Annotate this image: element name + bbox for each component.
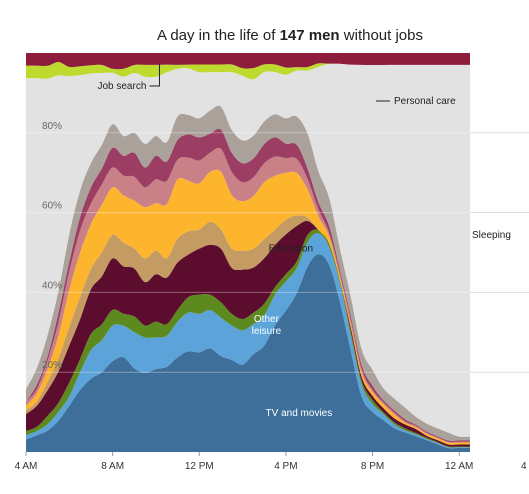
label-other-leisure-line: Other xyxy=(254,314,280,325)
label-education: Education xyxy=(269,244,313,255)
areas-layer xyxy=(26,53,470,452)
area-series-6 xyxy=(26,169,470,445)
label-job-search: Job search xyxy=(97,81,146,92)
x-tick-label: 8 AM xyxy=(101,461,124,472)
chart-title: A day in the life of 147 men without job… xyxy=(157,27,423,44)
area-job-search xyxy=(26,53,470,70)
grid-layer: 20% 40% 60% 80% xyxy=(26,121,529,373)
area-sleeping xyxy=(26,63,470,437)
chart-title-bold: 147 men xyxy=(280,27,340,44)
y-tick-label: 60% xyxy=(42,201,62,212)
chart-title-prefix: A day in the life of xyxy=(157,27,280,44)
x-tick-label: 4 xyxy=(521,461,527,472)
area-series-4 xyxy=(26,220,470,447)
chart-title-suffix: without jobs xyxy=(340,27,423,44)
y-tick-label: 20% xyxy=(42,360,62,371)
area-other-leisure xyxy=(26,233,470,449)
y-tick-label: 40% xyxy=(42,280,62,291)
x-axis: 4 AM 8 AM 12 PM 4 PM 8 PM 12 AM 4 xyxy=(15,452,527,472)
label-personal-care: Personal care xyxy=(394,96,456,107)
y-tick-label: 80% xyxy=(42,121,62,132)
x-tick-label: 12 PM xyxy=(185,461,214,472)
x-tick-label: 12 AM xyxy=(445,461,473,472)
x-tick-label: 4 PM xyxy=(274,461,297,472)
annotations-layer: Job search Personal care Education Sleeping… xyxy=(97,64,511,419)
x-tick-label: 8 PM xyxy=(361,461,384,472)
area-series-11 xyxy=(26,61,470,80)
x-tick-label: 4 AM xyxy=(15,461,38,472)
job-search-leader xyxy=(149,64,160,87)
label-other-leisure-line: leisure xyxy=(252,326,282,337)
label-other-leisure: Other leisure xyxy=(252,314,282,337)
label-sleeping: Sleeping xyxy=(472,230,511,241)
area-tv-and-movies xyxy=(26,254,470,452)
area-education xyxy=(26,215,470,445)
label-tv-and-movies: TV and movies xyxy=(266,408,333,419)
